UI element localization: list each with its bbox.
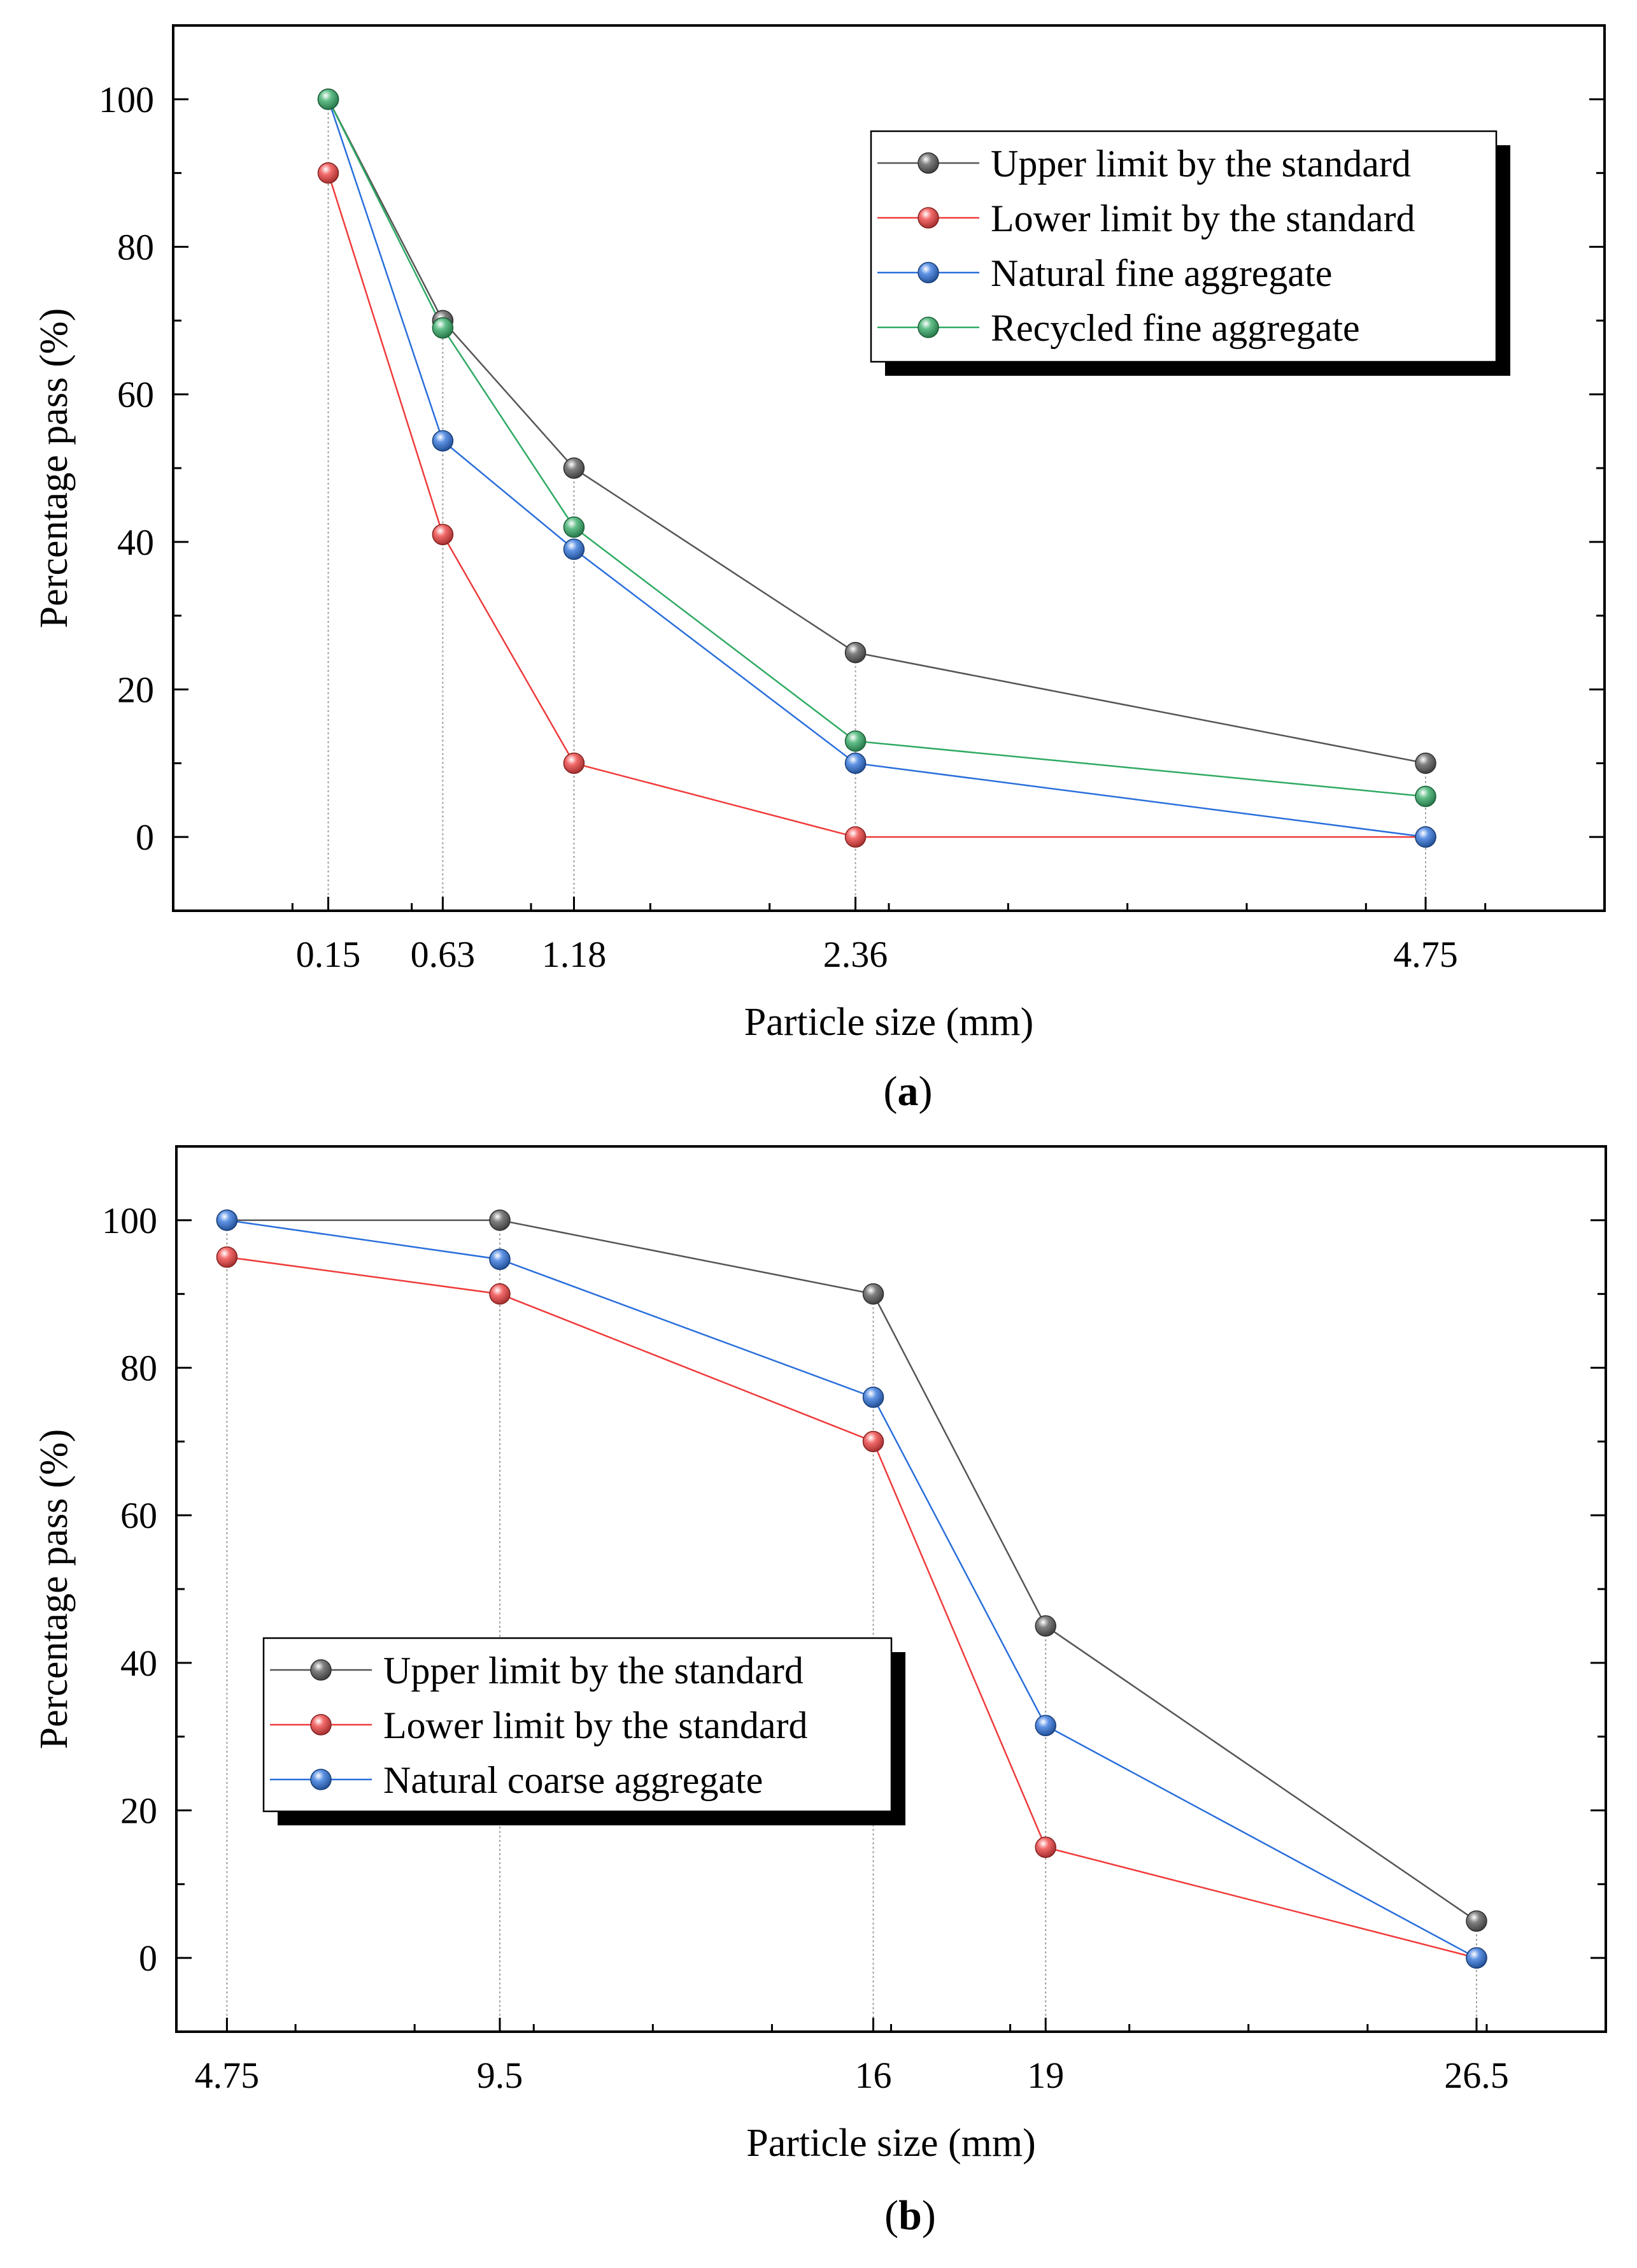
panel-b-x-tick-label: 9.5	[477, 2055, 523, 2096]
panel-b-y-tick-label: 80	[120, 1348, 157, 1389]
panel-a-x-axis-title: Particle size (mm)	[744, 1001, 1034, 1044]
panel-a-series-lower-limit-by-the-standard-point	[563, 752, 585, 774]
panel-b-y-tick-label: 100	[102, 1200, 157, 1241]
panel-a-x-tick-label: 1.18	[542, 934, 607, 975]
panel-b-series-lower-limit-by-the-standard-point	[216, 1246, 238, 1268]
panel-a-legend: Upper limit by the standard Lower limit b…	[870, 130, 1510, 376]
panel-b-series-lower-limit-by-the-standard-point	[1035, 1836, 1056, 1858]
panel-a-series-upper-limit-by-the-standard-point	[1415, 752, 1436, 774]
panel-a-series-natural-fine-aggregate-point	[1415, 826, 1436, 848]
panel-a-series-natural-fine-aggregate-point	[432, 430, 454, 452]
panel-a-series-natural-fine-aggregate-point	[563, 538, 585, 560]
panel-a-y-tick-label: 60	[117, 374, 154, 415]
panel-b-series-lower-limit-by-the-standard-point	[862, 1430, 884, 1453]
panel-b-x-axis-title: Particle size (mm)	[746, 2122, 1036, 2165]
panel-b-x-tick-label: 19	[1027, 2055, 1064, 2096]
panel-a-x-tick-label: 0.63	[411, 934, 476, 975]
panel-a-legend-upper-limit-by-the-standard-swatch-marker	[918, 152, 939, 174]
panel-a-series-lower-limit-by-the-standard-point	[844, 826, 867, 848]
panel-a-y-tick-label: 100	[99, 79, 154, 120]
panel-a-series-lower-limit-by-the-standard-point	[317, 162, 339, 184]
panel-a-series-recycled-fine-aggregate-point	[563, 516, 585, 538]
panel-b-series-lower-limit-by-the-standard-line	[227, 1256, 1477, 1959]
panel-b-label: (b)	[884, 2192, 936, 2239]
panel-b-series-natural-coarse-aggregate-point	[1035, 1715, 1056, 1737]
panel-b-chart: 0 20 40 60 80 100 4.75 9.5 16 19 26.5 Particle size…	[32, 1145, 1607, 2239]
panel-b-series-natural-coarse-aggregate-point	[862, 1387, 884, 1408]
panel-a-legend-upper-limit-by-the-standard-label: Upper limit by the standard	[991, 143, 1411, 185]
panel-a-series-upper-limit-by-the-standard-point	[563, 457, 585, 479]
panel-a-y-tick-label: 0	[136, 817, 154, 858]
panel-a-legend-lower-limit-by-the-standard-label: Lower limit by the standard	[991, 197, 1415, 239]
panel-b-series-natural-coarse-aggregate-point	[216, 1209, 238, 1231]
panel-b-series-upper-limit-by-the-standard-point	[862, 1283, 884, 1305]
panel-b-y-tick-label: 60	[120, 1495, 157, 1536]
panel-b-series-natural-coarse-aggregate-point	[489, 1248, 511, 1270]
panel-a-series-natural-fine-aggregate-point	[844, 752, 867, 774]
panel-a-series-lower-limit-by-the-standard-point	[432, 524, 454, 545]
panel-a-legend-recycled-fine-aggregate-swatch-marker	[918, 317, 939, 338]
panel-a-x-tick-label: 0.15	[296, 934, 361, 975]
panel-b-x-tick-label: 26.5	[1444, 2055, 1509, 2096]
panel-a-series-upper-limit-by-the-standard-point	[844, 641, 867, 664]
panel-b-legend-natural-coarse-aggregate-swatch-marker	[310, 1769, 332, 1790]
panel-b-x-tick-label: 16	[855, 2055, 892, 2096]
panel-a-label: (a)	[884, 1068, 933, 1115]
panel-a-x-tick-label: 4.75	[1393, 934, 1458, 975]
panel-b-y-tick-label: 0	[139, 1937, 157, 1979]
panel-b-series-lower-limit-by-the-standard-point	[489, 1283, 511, 1305]
panel-b-legend-lower-limit-by-the-standard-swatch-marker	[310, 1714, 332, 1736]
panel-b-y-axis-title: Percentage pass (%)	[32, 1429, 76, 1750]
panel-b-series-upper-limit-by-the-standard-point	[1466, 1910, 1487, 1932]
panel-b-x-tick-label: 4.75	[195, 2055, 260, 2096]
panel-a-series-recycled-fine-aggregate-point	[432, 317, 454, 339]
panel-a-legend-lower-limit-by-the-standard-swatch-marker	[918, 207, 939, 229]
panel-b-y-tick-label: 40	[120, 1643, 157, 1684]
panel-a-legend-natural-fine-aggregate-label: Natural fine aggregate	[991, 252, 1332, 294]
panel-a-y-tick-label: 20	[117, 669, 154, 711]
panel-a-legend-box	[870, 130, 1498, 363]
panel-a-chart: 0 20 40 60 80 100 0.15 0.63 1.18 2.36 4.75 Particle…	[32, 24, 1606, 1115]
panel-b-legend: Upper limit by the standard Lower limit b…	[262, 1637, 905, 1825]
panel-a-y-tick-label: 40	[117, 522, 154, 563]
panel-b-legend-lower-limit-by-the-standard-label: Lower limit by the standard	[383, 1704, 808, 1746]
panel-b-series-natural-coarse-aggregate-point	[1466, 1947, 1487, 1969]
panel-b-legend-upper-limit-by-the-standard-label: Upper limit by the standard	[383, 1650, 804, 1692]
panel-b-series-natural-coarse-aggregate-line	[227, 1219, 1477, 1959]
panel-a-y-tick-label: 80	[117, 227, 154, 268]
panel-a-series-recycled-fine-aggregate-point	[844, 730, 867, 752]
panel-b-series-upper-limit-by-the-standard-point	[1035, 1615, 1056, 1637]
panel-b-legend-natural-coarse-aggregate-label: Natural coarse aggregate	[383, 1759, 763, 1801]
panel-b-legend-upper-limit-by-the-standard-swatch-marker	[310, 1659, 332, 1681]
panel-a-series-recycled-fine-aggregate-point	[317, 89, 339, 110]
panel-a-legend-recycled-fine-aggregate-label: Recycled fine aggregate	[991, 307, 1360, 349]
panel-a-x-tick-label: 2.36	[823, 934, 888, 975]
panel-b-series-upper-limit-by-the-standard-point	[489, 1209, 511, 1231]
panel-a-series-recycled-fine-aggregate-point	[1415, 785, 1436, 808]
panel-a-y-axis-title: Percentage pass (%)	[32, 308, 76, 629]
panel-a-legend-natural-fine-aggregate-swatch-marker	[918, 262, 939, 283]
panel-b-y-tick-label: 20	[120, 1790, 157, 1832]
